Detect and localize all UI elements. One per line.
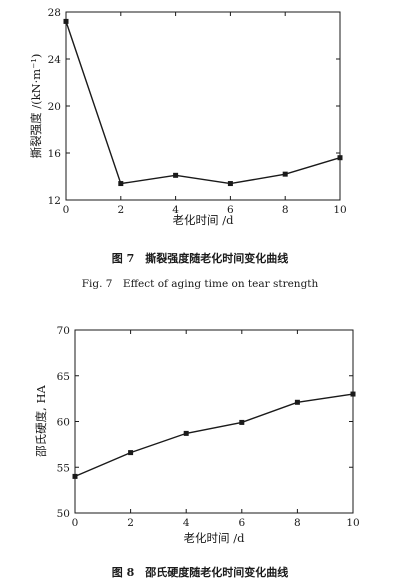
data-point bbox=[183, 430, 189, 436]
y-tick-label: 28 bbox=[48, 7, 61, 19]
shore-hardness-series-line bbox=[74, 393, 354, 478]
y-axis-ticks: 50 55 60 65 70 bbox=[57, 325, 353, 520]
x-axis-label: 老化时间 /d bbox=[173, 213, 235, 227]
y-axis-ticks: 12 16 20 24 28 bbox=[48, 7, 340, 207]
plot-frame bbox=[74, 329, 354, 514]
x-tick-label: 10 bbox=[346, 517, 359, 529]
y-tick-label: 16 bbox=[48, 148, 62, 160]
x-tick-label: 6 bbox=[227, 204, 234, 216]
x-axis-ticks: 0 2 4 6 8 10 bbox=[72, 330, 360, 529]
y-tick-label: 70 bbox=[57, 325, 70, 337]
data-point bbox=[294, 399, 300, 405]
x-tick-label: 0 bbox=[63, 204, 70, 216]
data-point bbox=[239, 419, 245, 425]
data-point bbox=[173, 172, 179, 178]
x-tick-label: 2 bbox=[117, 204, 124, 216]
y-tick-label: 55 bbox=[57, 462, 70, 474]
y-tick-label: 50 bbox=[57, 508, 70, 520]
data-points bbox=[63, 18, 343, 187]
x-tick-label: 6 bbox=[238, 517, 245, 529]
y-axis-label: 撕裂强度 /(kN·m⁻¹) bbox=[29, 54, 43, 159]
figure-caption-cn: 图 8 邵氏硬度随老化时间变化曲线 bbox=[112, 565, 288, 579]
data-point bbox=[63, 18, 69, 24]
x-axis-ticks: 0 2 4 6 8 10 bbox=[63, 12, 347, 216]
x-tick-label: 8 bbox=[294, 517, 301, 529]
data-point bbox=[337, 155, 343, 161]
figure-caption-en: Fig. 7 Effect of aging time on tear stre… bbox=[82, 278, 319, 290]
figure-caption-cn: 图 7 撕裂强度随老化时间变化曲线 bbox=[112, 251, 288, 265]
y-tick-label: 12 bbox=[48, 195, 61, 207]
tear-strength-series-line bbox=[65, 21, 341, 185]
y-tick-label: 65 bbox=[57, 371, 70, 383]
data-points bbox=[72, 391, 356, 479]
data-point bbox=[118, 181, 124, 187]
x-tick-label: 2 bbox=[127, 517, 134, 529]
data-point bbox=[227, 181, 233, 187]
x-tick-label: 4 bbox=[183, 517, 190, 529]
plot-frame bbox=[65, 11, 341, 201]
shore-hardness-chart: 0 2 4 6 8 10 50 55 60 65 70 老化时间 /d 邵氏硬度, HA 图 8 … bbox=[34, 325, 360, 579]
data-point bbox=[128, 450, 134, 456]
x-tick-label: 10 bbox=[333, 204, 346, 216]
y-tick-label: 24 bbox=[48, 54, 62, 66]
data-point bbox=[282, 171, 288, 177]
data-point bbox=[350, 391, 356, 397]
data-point bbox=[72, 473, 78, 479]
x-tick-label: 4 bbox=[172, 204, 179, 216]
x-axis-label: 老化时间 /d bbox=[184, 531, 246, 545]
x-tick-label: 8 bbox=[282, 204, 289, 216]
y-tick-label: 60 bbox=[57, 417, 70, 429]
y-axis-label: 邵氏硬度, HA bbox=[34, 384, 48, 456]
y-tick-label: 20 bbox=[48, 101, 61, 113]
x-tick-label: 0 bbox=[72, 517, 79, 529]
